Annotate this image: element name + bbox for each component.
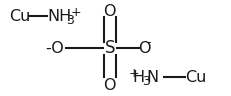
Text: O: O xyxy=(139,41,151,56)
Text: N: N xyxy=(147,70,159,85)
Text: -O: -O xyxy=(45,41,64,56)
Text: O: O xyxy=(103,78,116,93)
Text: 3: 3 xyxy=(142,75,150,88)
Text: H: H xyxy=(133,70,145,85)
Text: +: + xyxy=(70,6,81,19)
Text: O: O xyxy=(103,4,116,19)
Text: S: S xyxy=(104,39,115,58)
Text: NH: NH xyxy=(47,9,72,24)
Text: Cu: Cu xyxy=(185,70,206,85)
Text: +: + xyxy=(128,67,139,80)
Text: Cu: Cu xyxy=(9,9,31,24)
Text: -: - xyxy=(147,36,151,49)
Text: 3: 3 xyxy=(66,14,74,27)
